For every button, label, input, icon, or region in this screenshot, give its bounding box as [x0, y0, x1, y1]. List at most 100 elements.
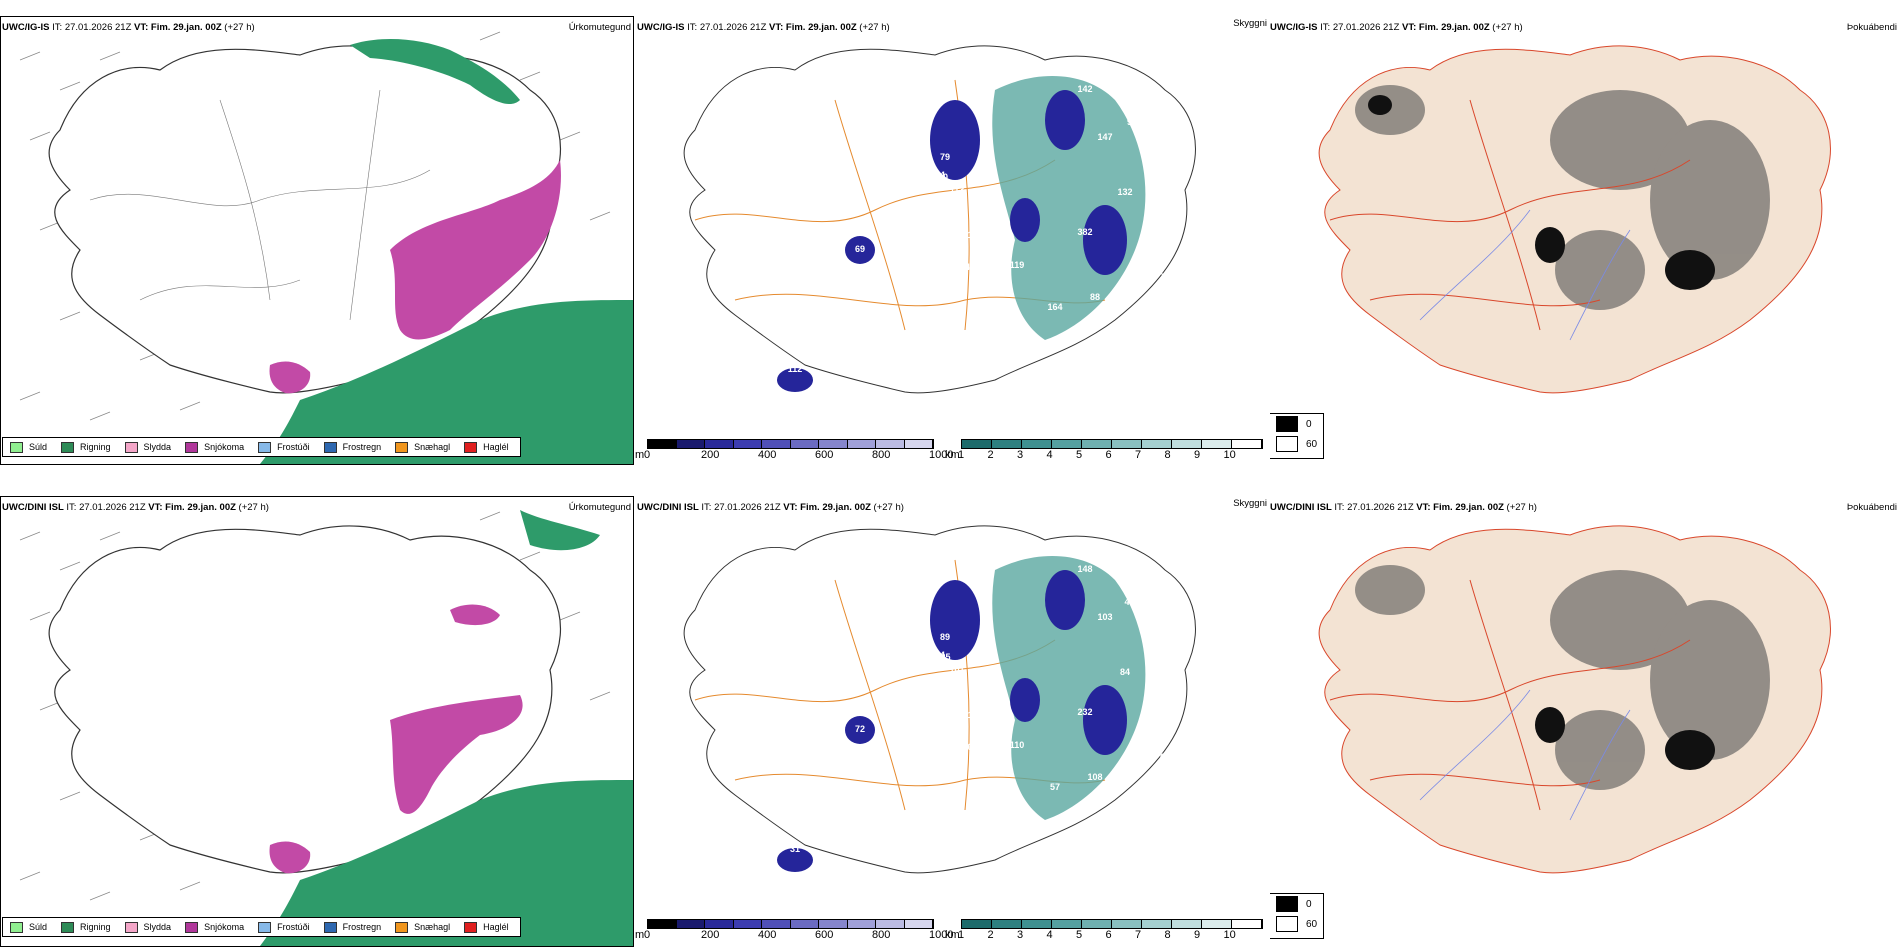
precip-legend-item: Súld	[10, 441, 48, 453]
colorbar-cell	[733, 920, 762, 928]
legend-swatch	[10, 441, 23, 453]
model-name: UWC/DINI ISL	[1270, 502, 1332, 513]
colorbar-tick: 1	[958, 929, 965, 941]
colorbar-cell	[1202, 920, 1232, 928]
model-name: UWC/DINI ISL	[637, 502, 699, 513]
legend-label: Haglél	[483, 442, 509, 452]
colorbar-tick: 6	[1105, 929, 1112, 941]
visibility-value-label: 164	[1047, 302, 1062, 312]
model-name: UWC/DINI ISL	[2, 502, 64, 513]
roads	[89, 89, 431, 321]
colorbar-cell	[1142, 920, 1172, 928]
fog-map-row1: UWC/IG-IS IT: 27.01.2026 21Z VT: Fim. 29…	[1270, 0, 1900, 468]
visibility-value-label: 85	[1145, 142, 1155, 152]
precip-legend-item: Frostregn	[323, 921, 381, 933]
low-vis-patches	[777, 570, 1127, 872]
colorbar-tick: 2	[987, 449, 994, 461]
precip-legend-item: Rigning	[61, 921, 111, 933]
visibility-value-label: 147	[1097, 132, 1112, 142]
legend-swatch	[323, 441, 337, 453]
colorbar-cell	[1082, 440, 1112, 448]
visibility-value-label: 88	[1090, 292, 1100, 302]
visibility-value-label: 31	[790, 844, 800, 854]
fog-legend-dark: 0	[1276, 414, 1323, 434]
visibility-value-label: 119	[1010, 260, 1025, 270]
colorbar-cell	[876, 440, 905, 448]
fog-legend-dark-label: 0	[1306, 898, 1312, 910]
fog-legend-dark: 0	[1276, 894, 1323, 914]
precip-title: Úrkomutegund	[568, 502, 631, 513]
visibility-map-row2: 72 92 31 108 225 101 66 116 296 110 148 405 179 73 103…	[635, 480, 1270, 950]
visibility-value-label: 94	[960, 262, 970, 272]
precip-legend-item: Snjókoma	[185, 921, 244, 933]
fog-map-svg	[1318, 45, 1831, 394]
legend-label: Rigning	[80, 922, 111, 932]
legend-label: Frostúði	[277, 442, 310, 452]
height-colorbar: m 0 200 400 600 800 1000	[635, 437, 953, 465]
it-label: IT:	[701, 502, 712, 513]
visibility-value-label: 113	[950, 185, 965, 195]
colorbar-tick: 5	[1076, 449, 1083, 461]
it-value: 27.01.2026 21Z	[79, 502, 146, 513]
colorbar-cell	[648, 920, 677, 928]
panel-header: UWC/DINI ISL IT: 27.01.2026 21Z VT: Fim.…	[2, 502, 269, 513]
colorbar-unit: m	[635, 449, 645, 461]
visibility-value-label: 72	[855, 724, 865, 734]
vt-value: Fim. 29.jan. 00Z	[1418, 22, 1490, 33]
colorbar-tick: 200	[701, 449, 720, 461]
it-value: 27.01.2026 21Z	[64, 22, 132, 33]
it-label: IT:	[1334, 502, 1345, 513]
it-value: 27.01.2026 21Z	[1332, 22, 1400, 33]
legend-label: Rigning	[80, 442, 111, 452]
precip-legend-item: Frostregn	[323, 441, 381, 453]
colorbar-cell	[962, 440, 992, 448]
panel-header: UWC/IG-IS IT: 27.01.2026 21Z VT: Fim. 29…	[1270, 22, 1523, 33]
fog-legend-light-label: 60	[1306, 438, 1318, 450]
colorbar-cell	[847, 440, 876, 448]
colorbar-strip	[647, 439, 934, 449]
lead-time: (+27 h)	[1506, 502, 1537, 513]
visibility-map-row1: 69 72 112 39 90 113 62 101 94 119 142 91 85 103 147 75 8…	[635, 0, 1270, 468]
snow-area	[390, 160, 561, 340]
colorbar-cell	[733, 440, 762, 448]
colorbar-strip	[961, 919, 1263, 929]
colorbar-tick: 2	[987, 929, 994, 941]
snow-area-east	[450, 604, 500, 626]
visibility-value-label: 132	[1117, 187, 1132, 197]
colorbar-cell	[1052, 440, 1082, 448]
legend-swatch	[61, 441, 75, 453]
legend-label: Súld	[29, 922, 48, 932]
colorbar-tick: 10	[1223, 929, 1236, 941]
precip-type-map-row1: UWC/IG-IS IT: 27.01.2026 21Z VT: Fim. 29…	[0, 0, 635, 468]
colorbar-tick: 9	[1194, 449, 1201, 461]
visibility-value-label: 92	[830, 684, 840, 694]
visibility-value-label: 405	[1124, 597, 1139, 607]
colorbar-strip	[961, 439, 1263, 449]
rivers	[1419, 209, 1631, 341]
roads	[694, 79, 1106, 331]
legend-label: Súld	[29, 442, 48, 452]
precip-legend-item: Haglél	[464, 921, 509, 933]
colorbar-cell	[992, 920, 1022, 928]
visibility-value-label: 84	[1120, 667, 1130, 677]
km-colorbar: km 1 2 3 4 5 6 7 8 9 10	[945, 917, 1265, 945]
snow-area-south	[269, 361, 311, 394]
it-label: IT:	[52, 22, 63, 33]
fog-legend: 0 60	[1270, 413, 1324, 459]
colorbar-cell	[962, 920, 992, 928]
colorbar-tick: 800	[872, 929, 891, 941]
visibility-value-label: 79	[940, 152, 950, 162]
colorbar-cell	[819, 920, 848, 928]
colorbar-cell	[1142, 440, 1172, 448]
visibility-value-label: 72	[830, 204, 840, 214]
model-name: UWC/IG-IS	[1270, 22, 1318, 33]
precip-legend-item: Frostúði	[258, 441, 310, 453]
colorbar-tick: 5	[1076, 929, 1083, 941]
vt-label: VT:	[134, 22, 149, 33]
colorbar-cell	[676, 920, 705, 928]
colorbar-tick: 1	[958, 449, 965, 461]
model-name: UWC/IG-IS	[637, 22, 685, 33]
colorbar-cell	[1232, 440, 1262, 448]
colorbar-cell	[1232, 920, 1262, 928]
